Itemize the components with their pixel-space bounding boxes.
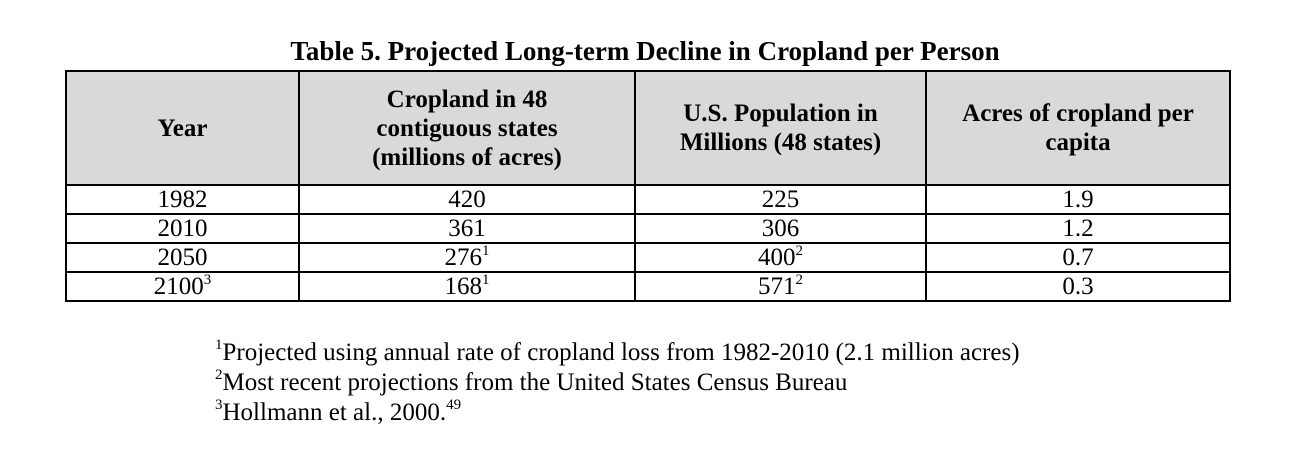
cell-value: 1.9: [1062, 185, 1094, 213]
cell-year: 1982: [65, 184, 300, 215]
cell-cropland: 361: [298, 213, 636, 244]
cell-value: 276: [444, 243, 483, 271]
cropland-table: Year Cropland in 48 contiguous states (m…: [65, 70, 1231, 302]
footnote-ref: 1: [482, 242, 490, 259]
footnote-text: Hollmann et al., 2000.: [222, 399, 447, 426]
footnote-text: Projected using annual rate of cropland …: [222, 339, 1020, 366]
cell-value: 306: [761, 214, 800, 242]
cell-year: 21003: [65, 271, 300, 302]
cell-per-capita: 1.9: [925, 184, 1231, 215]
cell-value: 2050: [157, 243, 208, 271]
cell-value: 0.7: [1062, 243, 1094, 271]
cell-population: 4002: [634, 242, 927, 273]
footnote-ref: 3: [203, 271, 212, 288]
footnotes: 1Projected using annual rate of cropland…: [215, 338, 1020, 428]
footnote: 2Most recent projections from the United…: [215, 368, 1020, 398]
footnote-mark: 3: [215, 397, 223, 413]
header-per-capita: Acres of cropland per capita: [925, 70, 1231, 186]
cell-population: 306: [634, 213, 927, 244]
cell-per-capita: 0.7: [925, 242, 1231, 273]
footnote-mark: 2: [215, 367, 223, 383]
cell-value: 2010: [157, 214, 208, 242]
header-row: Year Cropland in 48 contiguous states (m…: [65, 70, 1231, 186]
cell-value: 2100: [153, 272, 204, 300]
footnote: 3Hollmann et al., 2000.49: [215, 398, 1020, 428]
header-cropland-text: Cropland in 48 contiguous states (millio…: [372, 85, 562, 171]
cell-year: 2050: [65, 242, 300, 273]
footnote-ref: 1: [482, 271, 490, 288]
cell-value: 420: [448, 185, 486, 213]
cell-per-capita: 0.3: [925, 271, 1231, 302]
cell-value: 225: [761, 185, 800, 213]
table-row: 2050 2761 4002 0.7: [65, 242, 1231, 273]
cell-value: 571: [758, 272, 796, 300]
header-cropland: Cropland in 48 contiguous states (millio…: [298, 70, 636, 186]
cell-cropland: 2761: [298, 242, 636, 273]
header-population-text: U.S. Population in Millions (48 states): [679, 100, 882, 156]
table-row: 1982 420 225 1.9: [65, 184, 1231, 215]
cell-population: 5712: [634, 271, 927, 302]
header-per-capita-text: Acres of cropland per capita: [962, 100, 1194, 156]
table-row: 21003 1681 5712 0.3: [65, 271, 1231, 302]
cell-cropland: 420: [298, 184, 636, 215]
table-title: Table 5. Projected Long-term Decline in …: [290, 36, 1000, 66]
cell-value: 168: [444, 272, 483, 300]
table-row: 2010 361 306 1.2: [65, 213, 1231, 244]
footnote-mark: 1: [215, 337, 223, 353]
cell-population: 225: [634, 184, 927, 215]
header-year: Year: [65, 70, 300, 186]
cell-per-capita: 1.2: [925, 213, 1231, 244]
footnote-ref: 2: [795, 242, 804, 259]
cell-cropland: 1681: [298, 271, 636, 302]
cell-year: 2010: [65, 213, 300, 244]
cell-value: 0.3: [1062, 272, 1094, 300]
footnote-text: Most recent projections from the United …: [222, 369, 848, 396]
cell-value: 400: [758, 243, 796, 271]
cell-value: 1.2: [1062, 214, 1094, 242]
header-population: U.S. Population in Millions (48 states): [634, 70, 927, 186]
cell-value: 361: [448, 214, 486, 242]
footnote: 1Projected using annual rate of cropland…: [215, 338, 1020, 368]
footnote-ref: 2: [795, 271, 804, 288]
footnote-ref: 49: [446, 397, 462, 413]
cell-value: 1982: [157, 185, 208, 213]
